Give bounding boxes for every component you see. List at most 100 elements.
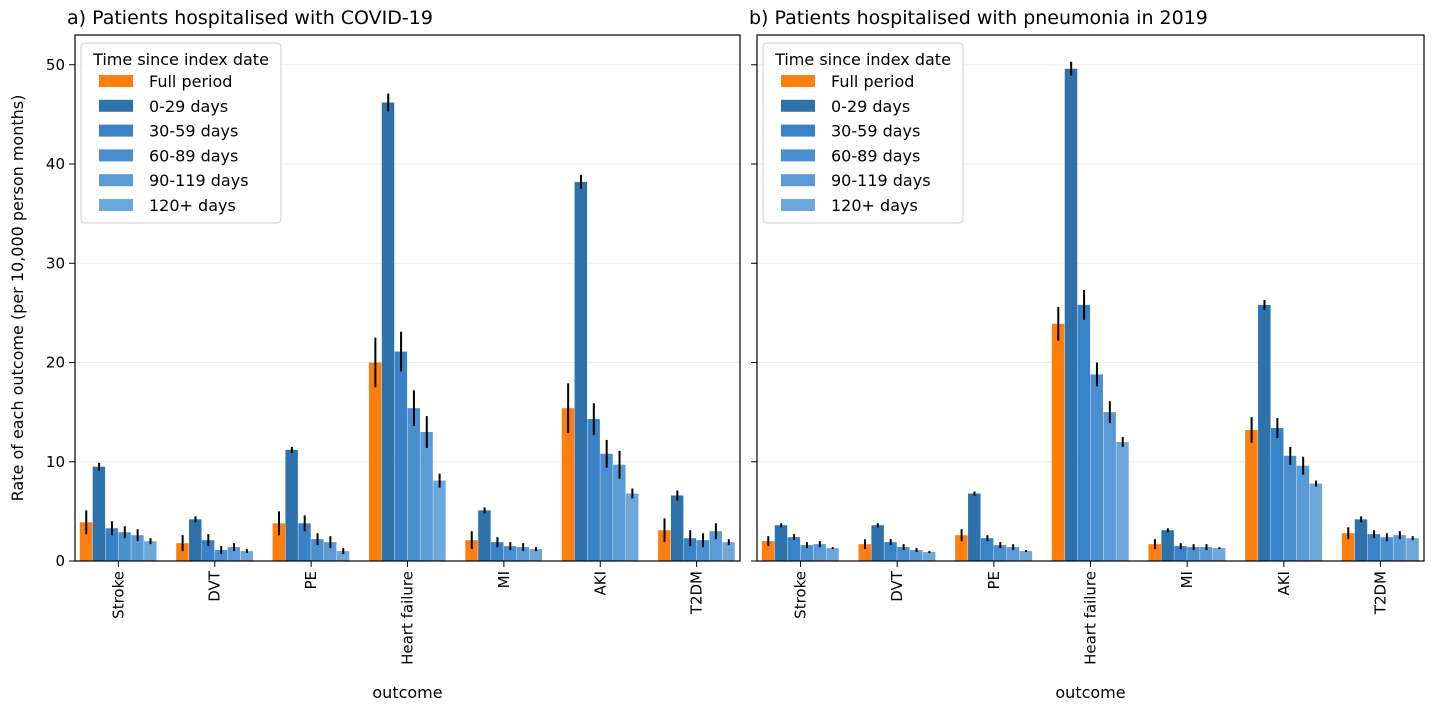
bar-pe-1: [285, 449, 298, 561]
bar-t2dm-5: [1406, 538, 1419, 561]
bar-t2dm-0: [658, 530, 671, 561]
legend-swatch-0: [781, 75, 815, 87]
series-60-89-days: [118, 390, 710, 561]
bar-stroke-3: [118, 532, 131, 561]
bar-stroke-5: [144, 541, 157, 561]
legend-label-4: 90-119 days: [149, 171, 249, 190]
bar-stroke-1: [774, 525, 788, 561]
bar-aki-4: [1296, 465, 1310, 561]
x-tick-label-aki: AKI: [1275, 571, 1293, 596]
bar-heart-failure-2: [394, 351, 408, 561]
x-tick-label-stroke: Stroke: [109, 571, 127, 619]
bar-aki-0: [1245, 429, 1258, 561]
bar-pe-2: [980, 538, 994, 561]
y-axis-label: Rate of each outcome (per 10,000 person …: [8, 95, 27, 502]
legend-label-5: 120+ days: [831, 196, 918, 215]
bar-aki-1: [1258, 304, 1271, 561]
bar-dvt-5: [240, 551, 253, 561]
bar-aki-0: [561, 408, 575, 561]
bar-aki-3: [1283, 455, 1297, 561]
legend-label-2: 30-59 days: [831, 122, 920, 141]
bar-mi-3: [503, 546, 517, 561]
bar-pe-3: [993, 545, 1007, 561]
x-tick-label-mi: MI: [495, 571, 513, 588]
bar-dvt-4: [227, 547, 241, 561]
bar-heart-failure-2: [1077, 304, 1091, 561]
y-tick-label-10: 10: [46, 453, 65, 471]
legend-swatch-1: [99, 99, 133, 112]
bar-pe-2: [298, 523, 311, 561]
bar-aki-5: [1309, 483, 1323, 561]
series-full-period: [761, 306, 1355, 561]
legend-label-1: 0-29 days: [831, 97, 910, 116]
bar-dvt-0: [858, 544, 871, 561]
legend-label-3: 60-89 days: [831, 146, 920, 165]
bar-dvt-0: [176, 543, 189, 561]
bar-t2dm-4: [1393, 535, 1406, 561]
series-60-89-days: [800, 362, 1393, 561]
bar-t2dm-1: [670, 495, 684, 561]
legend-swatch-4: [781, 174, 815, 187]
legend-swatch-5: [781, 199, 815, 211]
bar-heart-failure-4: [420, 431, 433, 561]
bar-heart-failure-1: [1064, 68, 1078, 561]
x-axis-label: outcome: [372, 683, 442, 702]
x-tick-label-t2dm: T2DM: [1372, 571, 1390, 615]
bar-stroke-2: [105, 528, 118, 561]
bar-pe-1: [968, 493, 981, 561]
x-tick-label-pe: PE: [302, 571, 320, 590]
legend-label-2: 30-59 days: [149, 122, 238, 141]
bar-heart-failure-1: [381, 102, 395, 562]
bar-dvt-3: [897, 547, 910, 561]
bar-heart-failure-3: [1090, 374, 1103, 561]
bar-mi-2: [1174, 546, 1187, 561]
bar-aki-5: [625, 493, 639, 561]
panel-b: Stroke DVT PE Heart failure MI AKI T2DM b) Pati…: [749, 7, 1425, 702]
bar-mi-4: [1200, 547, 1213, 561]
bar-stroke-1: [92, 466, 106, 561]
x-tick-label-heart-failure: Heart failure: [1082, 571, 1100, 665]
y-tick-label-0: 0: [55, 552, 65, 570]
x-tick-label-aki: AKI: [591, 571, 609, 596]
bar-mi-5: [1212, 548, 1226, 561]
panel-title: a) Patients hospitalised with COVID-19: [67, 7, 433, 29]
x-tick-label-mi: MI: [1178, 571, 1196, 588]
bar-pe-3: [311, 539, 324, 561]
bar-pe-0: [955, 535, 968, 561]
legend-label-3: 60-89 days: [149, 146, 238, 165]
bar-t2dm-3: [696, 540, 710, 561]
legend-label-1: 0-29 days: [149, 97, 228, 116]
legend-label-0: Full period: [831, 72, 914, 91]
x-tick-label-heart-failure: Heart failure: [399, 571, 417, 665]
bar-mi-5: [529, 549, 543, 561]
legend-swatch-4: [99, 174, 133, 187]
x-axis-label: outcome: [1055, 683, 1125, 702]
legend-swatch-5: [99, 199, 133, 211]
bar-t2dm-4: [709, 531, 722, 561]
bar-pe-0: [272, 523, 286, 561]
bar-dvt-2: [201, 540, 215, 561]
bar-mi-1: [478, 510, 491, 561]
bar-heart-failure-5: [433, 480, 446, 561]
series-120-days: [826, 436, 1419, 561]
panel-title: b) Patients hospitalised with pneumonia …: [749, 7, 1208, 29]
bar-heart-failure-3: [407, 408, 420, 561]
bar-mi-1: [1161, 530, 1174, 561]
legend-title: Time since index date: [774, 50, 951, 69]
bar-dvt-2: [884, 542, 897, 561]
bar-aki-4: [613, 464, 626, 561]
bar-dvt-1: [871, 525, 884, 561]
bar-pe-5: [1019, 551, 1033, 561]
bar-mi-0: [465, 540, 478, 561]
bar-pe-4: [1006, 547, 1020, 561]
bar-mi-2: [491, 542, 504, 561]
legend-swatch-2: [99, 124, 133, 137]
series-90-119-days: [131, 416, 722, 561]
series-30-59-days: [787, 290, 1381, 561]
series-full-period: [79, 337, 671, 561]
x-tick-label-dvt: DVT: [888, 570, 906, 602]
bar-pe-4: [323, 542, 337, 561]
bar-heart-failure-5: [1116, 441, 1129, 561]
bar-aki-3: [600, 453, 613, 561]
bar-stroke-4: [813, 544, 826, 561]
